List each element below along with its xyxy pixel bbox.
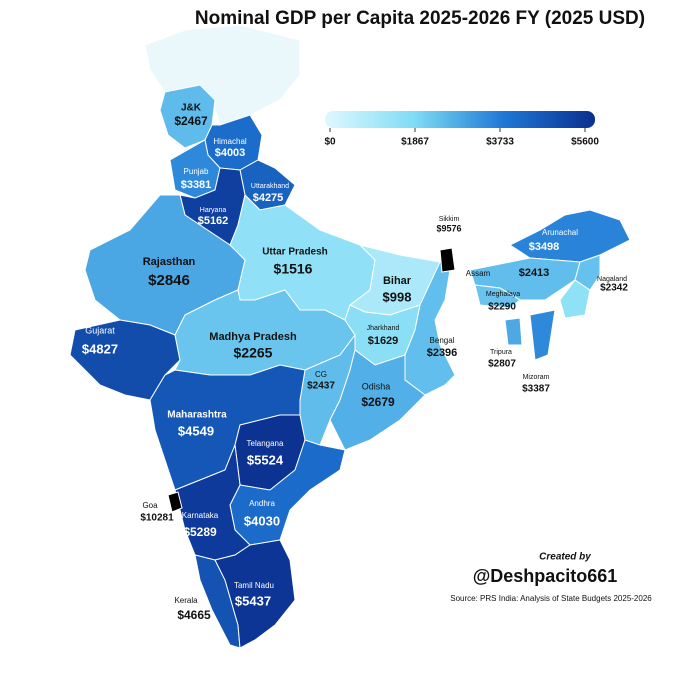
state-value: $2342: [600, 283, 628, 294]
state-name: CG: [315, 370, 327, 379]
state-value: $4275: [253, 192, 284, 204]
state-value: $2437: [307, 381, 335, 392]
state-name: Mizoram: [523, 374, 550, 381]
state-value: $1516: [274, 261, 313, 277]
state-name: Bihar: [383, 275, 412, 287]
state-name: Rajasthan: [143, 256, 196, 268]
state-name: Sikkim: [439, 216, 460, 223]
state-value: $5437: [235, 593, 271, 608]
state-value: $2413: [519, 267, 550, 279]
state-name: Tamil Nadu: [234, 581, 274, 590]
colorbar-label: $5600: [571, 137, 599, 148]
state-name: Andhra: [249, 499, 275, 508]
state-name: Assam: [466, 269, 491, 278]
state-value: $10281: [140, 513, 174, 524]
title: Nominal GDP per Capita 2025-2026 FY (202…: [195, 8, 645, 29]
state: [167, 491, 183, 513]
state-name: J&K: [181, 103, 202, 114]
state-name: Uttarakhand: [251, 183, 289, 190]
colorbar-label: $0: [324, 137, 336, 148]
source: Source: PRS India: Analysis of State Bud…: [450, 594, 652, 603]
state-value: $5162: [198, 215, 229, 227]
state-name: Uttar Pradesh: [262, 247, 328, 258]
state: [474, 284, 521, 309]
state-value: $1629: [368, 335, 399, 347]
state-value: $3387: [522, 384, 550, 395]
state-name: Kerala: [174, 596, 198, 605]
state-value: $2679: [361, 395, 395, 409]
state-name: Bengal: [430, 336, 455, 345]
state-value: $5524: [247, 452, 284, 467]
state: [504, 317, 523, 346]
state: [329, 349, 426, 451]
state-name: Odisha: [362, 381, 391, 391]
state-name: Madhya Pradesh: [209, 331, 297, 343]
state-value: $2265: [234, 345, 273, 361]
state-value: $4030: [244, 513, 280, 528]
state-value: $4549: [178, 423, 214, 438]
state-name: Tripura: [490, 349, 512, 356]
handle: @Deshpacito661: [473, 566, 618, 586]
state-value: $2290: [488, 302, 516, 313]
state-value: $4003: [215, 147, 246, 159]
state-name: Goa: [142, 501, 158, 510]
state-value: $4665: [177, 608, 211, 622]
colorbar: [325, 111, 595, 128]
state-value: $4827: [82, 341, 118, 356]
colorbar-label: $3733: [486, 137, 514, 148]
state-name: Karnataka: [182, 511, 219, 520]
state-name: Himachal: [213, 137, 247, 146]
colorbar-label: $1867: [401, 137, 429, 148]
state-name: Haryana: [200, 207, 227, 214]
state-value: $9576: [436, 223, 461, 233]
state: [439, 247, 456, 273]
state-value: $2396: [427, 347, 458, 359]
state-name: Meghalaya: [486, 291, 520, 298]
state-value: $3498: [529, 241, 560, 253]
state-name: Gujarat: [85, 325, 115, 335]
state-value: $2846: [148, 272, 190, 289]
state-name: Maharashtra: [167, 410, 227, 421]
state: [529, 309, 556, 361]
state-value: $2467: [174, 114, 208, 128]
state-name: Telangana: [247, 439, 284, 448]
state-value: $3381: [181, 179, 212, 191]
state-value: $5289: [183, 525, 217, 539]
state-name: Jharkhand: [367, 325, 400, 332]
state: [174, 444, 251, 561]
state: [574, 254, 601, 291]
state-name: Punjab: [184, 167, 209, 176]
state-value: $2807: [488, 359, 516, 370]
state-name: Nagaland: [597, 276, 627, 283]
state-value: $998: [383, 289, 412, 304]
state-name: Arunachal: [542, 228, 578, 237]
state: [214, 539, 296, 649]
created-by: Created by: [539, 552, 591, 563]
